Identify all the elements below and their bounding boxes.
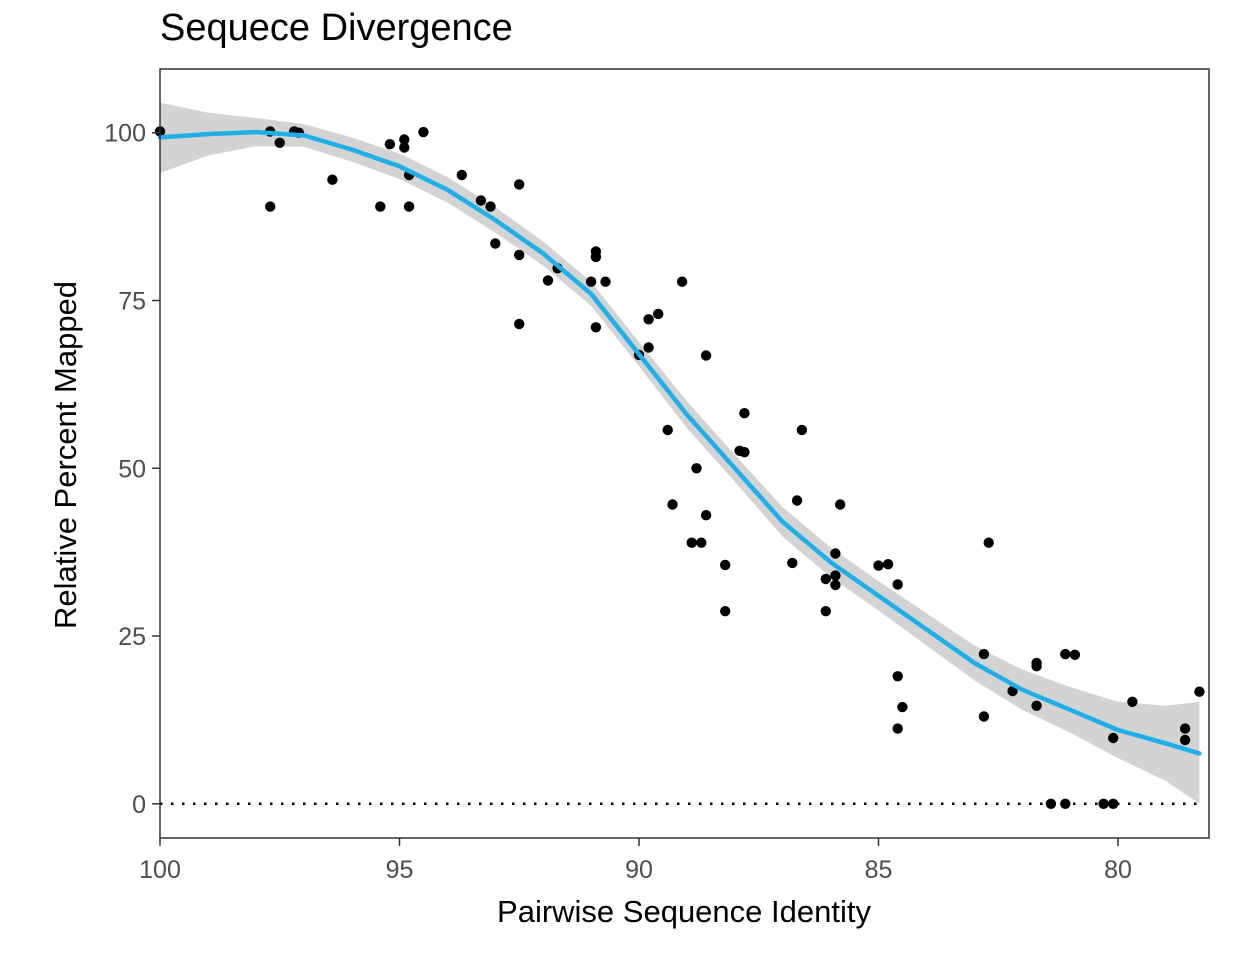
data-point [1069, 649, 1081, 660]
data-point [892, 671, 903, 682]
y-axis: 0 25 50 75 100 [104, 120, 160, 819]
data-point [399, 134, 410, 145]
data-point [1179, 723, 1191, 734]
data-point [1060, 648, 1071, 660]
data-point [399, 142, 410, 153]
data-point [590, 322, 602, 333]
data-point [514, 179, 525, 190]
data-point [403, 201, 415, 212]
confidence-band-layer [160, 102, 1200, 804]
data-point [1179, 734, 1191, 746]
data-point [585, 276, 597, 287]
data-point [662, 424, 673, 436]
x-tick-label: 90 [625, 856, 653, 884]
data-point [820, 606, 831, 617]
data-point [978, 648, 990, 660]
x-tick-label: 100 [139, 856, 181, 884]
x-tick-label: 80 [1104, 856, 1132, 884]
data-point [978, 711, 990, 722]
data-point [796, 424, 808, 436]
y-tick-label: 75 [118, 288, 146, 316]
data-point [882, 559, 894, 570]
data-point [542, 275, 554, 286]
data-point [897, 701, 908, 713]
y-tick-label: 25 [118, 623, 146, 651]
data-point [1108, 732, 1119, 744]
data-point [643, 314, 654, 325]
data-point [1127, 696, 1138, 707]
chart-title: Sequece Divergence [160, 7, 513, 49]
y-tick-label: 50 [118, 455, 146, 483]
data-point [667, 499, 678, 510]
data-point [265, 201, 276, 212]
data-point [830, 548, 841, 559]
data-point [700, 510, 712, 521]
data-point [1045, 798, 1057, 809]
x-axis-title: Pairwise Sequence Identity [497, 894, 871, 929]
data-point [375, 201, 386, 212]
data-points-layer [154, 126, 1205, 809]
data-point [835, 499, 846, 510]
data-point [720, 559, 731, 571]
data-point [791, 495, 803, 506]
data-point [475, 195, 487, 206]
data-point [514, 318, 525, 330]
confidence-band [160, 102, 1200, 804]
x-tick-label: 85 [865, 856, 893, 884]
data-point [1031, 661, 1042, 672]
fit-curve [157, 129, 1202, 756]
data-point [696, 537, 707, 548]
data-point [418, 126, 429, 138]
data-point [830, 579, 841, 591]
fit-curve-layer [157, 129, 1202, 756]
data-point [739, 447, 750, 458]
data-point [720, 606, 731, 617]
data-point [873, 560, 884, 571]
y-axis-title: Relative Percent Mapped [48, 281, 83, 629]
x-axis: 100 95 90 85 80 [139, 838, 1132, 884]
data-point [490, 238, 501, 249]
data-point [653, 308, 664, 320]
data-point [384, 139, 396, 150]
data-point [1060, 798, 1071, 809]
data-point [700, 350, 712, 361]
data-point [327, 174, 338, 185]
data-point [600, 276, 611, 287]
data-point [1098, 798, 1109, 809]
data-point [892, 723, 903, 734]
data-point [485, 201, 496, 212]
data-point [686, 537, 697, 548]
data-point [739, 408, 750, 419]
data-point [1194, 686, 1205, 697]
data-point [691, 463, 702, 474]
data-point [830, 570, 841, 581]
data-point [820, 573, 831, 585]
data-point [456, 169, 467, 181]
data-point [514, 249, 525, 261]
data-point [1031, 700, 1042, 711]
data-point [892, 579, 903, 590]
data-point [643, 342, 654, 353]
y-tick-label: 0 [132, 791, 146, 819]
data-point [1108, 798, 1119, 809]
data-point [274, 137, 285, 148]
data-point [787, 557, 798, 569]
x-tick-label: 95 [386, 856, 414, 884]
data-point [676, 276, 688, 287]
data-point [983, 537, 994, 548]
data-point [1007, 685, 1018, 697]
y-tick-label: 100 [104, 120, 146, 148]
panel-border [159, 68, 1210, 839]
data-point [590, 251, 602, 263]
